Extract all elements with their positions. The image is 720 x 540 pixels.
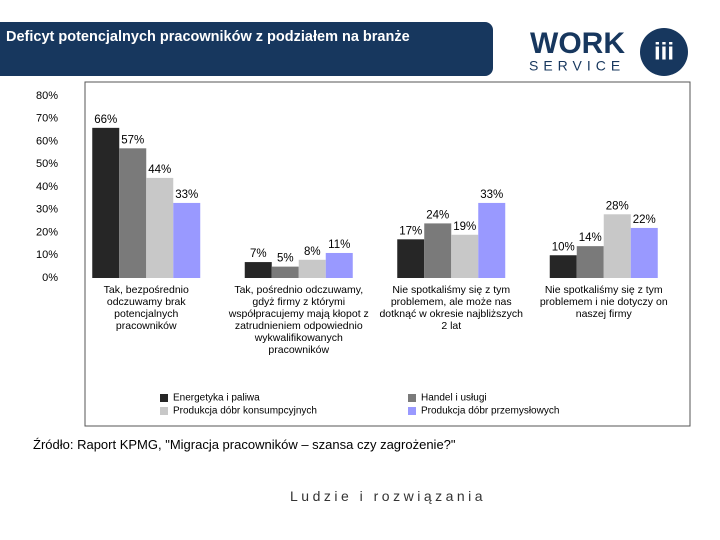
value-label: 17% [399,225,422,237]
value-label: 33% [175,189,198,201]
value-label: 10% [552,241,575,253]
logo-sub: SERVICE [529,58,625,74]
bar [244,262,272,278]
value-label: 57% [121,134,144,146]
y-tick-label: 30% [36,204,58,216]
y-tick-label: 0% [42,272,58,284]
value-label: 66% [94,114,117,126]
y-tick-label: 60% [36,135,58,147]
bar [173,202,201,278]
legend-swatch [160,394,168,402]
x-tick-label: Nie spotkaliśmy się z tym problemem, ale… [379,284,524,332]
value-label: 7% [250,248,267,260]
bar [119,148,147,278]
logo-circle [640,28,688,76]
bar [478,202,506,278]
bar [298,259,326,278]
value-label: 11% [328,239,350,251]
logo-word: WORK [530,27,625,60]
y-tick-label: 20% [36,226,58,238]
value-label: 24% [426,209,449,221]
header-title: Deficyt potencjalnych pracowników z podz… [6,29,410,45]
value-label: 8% [304,246,321,258]
legend-label: Produkcja dóbr konsumpcyjnych [173,406,317,417]
value-label: 5% [277,253,294,265]
legend-swatch [408,407,416,415]
value-label: 44% [148,164,171,176]
tagline: Ludzie i rozwiązania [290,488,487,504]
bar [451,234,479,278]
x-tick-label: Tak, bezpośrednio odczuwamy brak potencj… [103,284,189,332]
value-label: 22% [633,214,656,226]
value-label: 14% [579,232,602,244]
y-tick-label: 10% [36,249,58,261]
bar [271,266,299,278]
value-label: 19% [453,221,476,233]
source: Źródło: Raport KPMG, "Migracja pracownik… [33,437,456,452]
y-tick-label: 40% [36,181,58,193]
bar [424,223,452,278]
bar [549,255,577,278]
legend-label: Handel i usługi [421,393,487,404]
legend-label: Energetyka i paliwa [173,393,260,404]
logo-mark: iii [654,38,674,65]
bar [603,214,631,278]
legend-label: Produkcja dóbr przemysłowych [421,406,559,417]
value-label: 28% [606,200,629,212]
y-tick-label: 70% [36,113,58,125]
y-tick-label: 50% [36,158,58,170]
bar [92,127,120,278]
y-tick-label: 80% [36,90,58,102]
bar [397,239,425,278]
chart-frame [84,81,691,427]
bar [146,177,174,278]
bar [576,246,604,278]
x-tick-label: Tak, pośrednio odczuwamy, gdyż firmy z k… [228,284,369,356]
x-tick-label: Nie spotkaliśmy się z tym problemem i ni… [539,284,668,320]
bar [325,252,353,278]
header: Deficyt potencjalnych pracowników z podz… [0,22,493,76]
bar [630,227,658,278]
legend-swatch [408,394,416,402]
legend-swatch [160,407,168,415]
value-label: 33% [480,189,503,201]
